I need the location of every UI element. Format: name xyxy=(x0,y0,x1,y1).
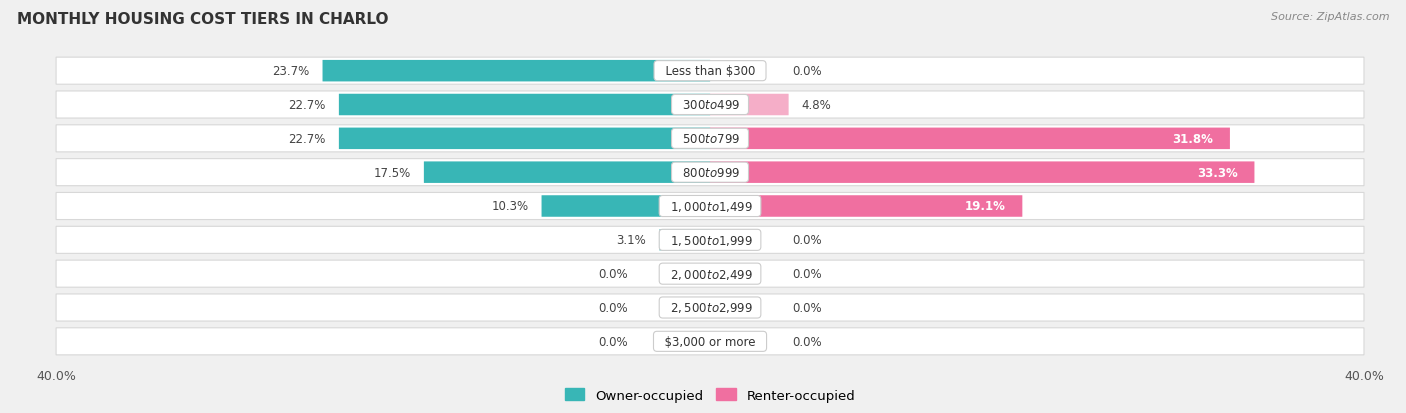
Text: 33.3%: 33.3% xyxy=(1198,166,1237,179)
FancyBboxPatch shape xyxy=(710,196,1022,217)
Text: 10.3%: 10.3% xyxy=(492,200,529,213)
Legend: Owner-occupied, Renter-occupied: Owner-occupied, Renter-occupied xyxy=(560,383,860,407)
FancyBboxPatch shape xyxy=(339,128,710,150)
FancyBboxPatch shape xyxy=(541,196,710,217)
FancyBboxPatch shape xyxy=(339,95,710,116)
Text: 19.1%: 19.1% xyxy=(965,200,1005,213)
Text: 4.8%: 4.8% xyxy=(801,99,831,112)
FancyBboxPatch shape xyxy=(322,61,710,82)
FancyBboxPatch shape xyxy=(56,328,1364,355)
Text: $300 to $499: $300 to $499 xyxy=(675,99,745,112)
Text: 31.8%: 31.8% xyxy=(1173,133,1213,145)
FancyBboxPatch shape xyxy=(56,193,1364,220)
Text: 0.0%: 0.0% xyxy=(599,335,628,348)
Text: 22.7%: 22.7% xyxy=(288,133,326,145)
Text: $500 to $799: $500 to $799 xyxy=(675,133,745,145)
Text: Less than $300: Less than $300 xyxy=(658,65,762,78)
Text: 0.0%: 0.0% xyxy=(792,268,821,280)
Text: 3.1%: 3.1% xyxy=(617,234,647,247)
Text: Source: ZipAtlas.com: Source: ZipAtlas.com xyxy=(1271,12,1389,22)
Text: 0.0%: 0.0% xyxy=(599,301,628,314)
Text: 0.0%: 0.0% xyxy=(599,268,628,280)
FancyBboxPatch shape xyxy=(56,92,1364,119)
FancyBboxPatch shape xyxy=(56,126,1364,152)
Text: $1,000 to $1,499: $1,000 to $1,499 xyxy=(662,199,758,214)
Text: $2,000 to $2,499: $2,000 to $2,499 xyxy=(662,267,758,281)
FancyBboxPatch shape xyxy=(56,58,1364,85)
Text: 0.0%: 0.0% xyxy=(792,65,821,78)
Text: $1,500 to $1,999: $1,500 to $1,999 xyxy=(662,233,758,247)
FancyBboxPatch shape xyxy=(710,95,789,116)
FancyBboxPatch shape xyxy=(710,162,1254,183)
Text: MONTHLY HOUSING COST TIERS IN CHARLO: MONTHLY HOUSING COST TIERS IN CHARLO xyxy=(17,12,388,27)
Text: 0.0%: 0.0% xyxy=(792,335,821,348)
FancyBboxPatch shape xyxy=(423,162,710,183)
Text: 0.0%: 0.0% xyxy=(792,301,821,314)
Text: $800 to $999: $800 to $999 xyxy=(675,166,745,179)
Text: $2,500 to $2,999: $2,500 to $2,999 xyxy=(662,301,758,315)
FancyBboxPatch shape xyxy=(56,159,1364,186)
FancyBboxPatch shape xyxy=(56,294,1364,321)
Text: 17.5%: 17.5% xyxy=(374,166,411,179)
Text: 22.7%: 22.7% xyxy=(288,99,326,112)
FancyBboxPatch shape xyxy=(56,227,1364,254)
Text: 23.7%: 23.7% xyxy=(273,65,309,78)
FancyBboxPatch shape xyxy=(56,261,1364,287)
FancyBboxPatch shape xyxy=(659,230,710,251)
FancyBboxPatch shape xyxy=(710,128,1230,150)
Text: $3,000 or more: $3,000 or more xyxy=(657,335,763,348)
Text: 0.0%: 0.0% xyxy=(792,234,821,247)
